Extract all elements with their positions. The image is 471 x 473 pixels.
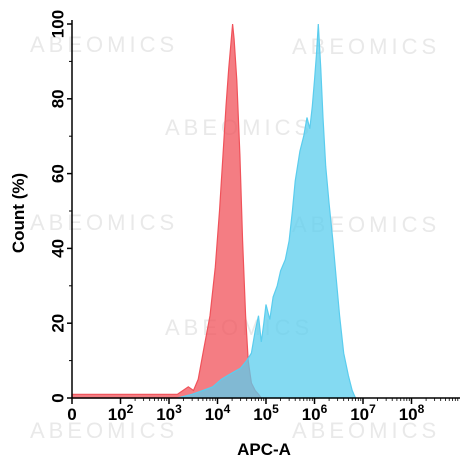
y-axis-label: Count (%) bbox=[9, 173, 28, 253]
watermark-text: ABEOMICS bbox=[30, 32, 178, 57]
y-tick-label: 80 bbox=[49, 89, 68, 108]
x-tick-label: 102 bbox=[108, 402, 134, 424]
watermark-text: ABEOMICS bbox=[292, 418, 440, 443]
axes: 0 20 40 60 80 100 0 102 103 104 105 106 107 108 bbox=[49, 10, 460, 424]
y-tick-label: 20 bbox=[49, 314, 68, 333]
x-tick-label: 103 bbox=[156, 402, 182, 424]
series-area-2 bbox=[177, 23, 357, 399]
x-tick-label: 107 bbox=[350, 402, 376, 424]
x-tick-label: 0 bbox=[67, 405, 76, 424]
watermark-text: ABEOMICS bbox=[30, 418, 178, 443]
y-tick-label: 40 bbox=[49, 239, 68, 258]
y-tick-label: 100 bbox=[49, 10, 68, 38]
y-tick-label: 0 bbox=[49, 393, 68, 402]
x-tick-label: 108 bbox=[399, 402, 425, 424]
x-tick-label: 106 bbox=[302, 402, 328, 424]
watermark-text: ABEOMICS bbox=[292, 34, 440, 59]
x-tick-label: 105 bbox=[253, 402, 279, 424]
y-tick-label: 60 bbox=[49, 164, 68, 183]
x-tick-label: 104 bbox=[205, 402, 231, 424]
plot-area bbox=[71, 23, 357, 399]
watermark-text: ABEOMICS bbox=[30, 210, 178, 235]
x-axis-label: APC-A bbox=[237, 440, 291, 459]
